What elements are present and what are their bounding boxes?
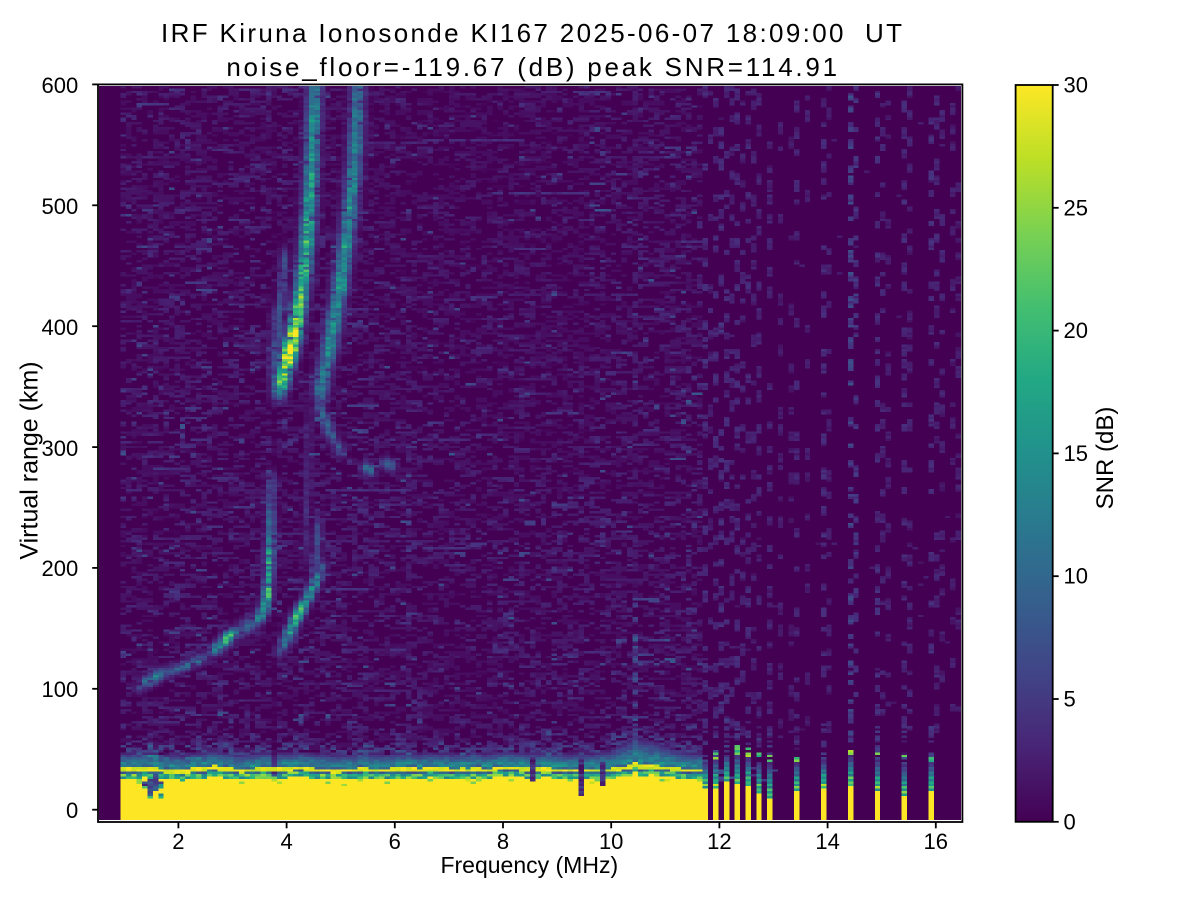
svg-text:25: 25 (1064, 195, 1088, 220)
svg-text:20: 20 (1064, 318, 1088, 343)
svg-text:30: 30 (1064, 73, 1088, 98)
svg-text:10: 10 (1064, 564, 1088, 589)
svg-text:5: 5 (1064, 687, 1076, 712)
svg-text:15: 15 (1064, 441, 1088, 466)
svg-text:0: 0 (1064, 809, 1076, 834)
